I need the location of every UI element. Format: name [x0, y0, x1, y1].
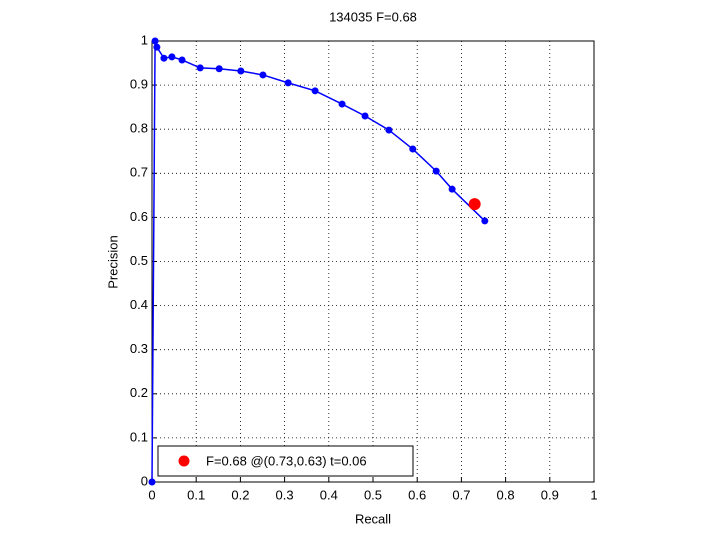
x-tick-label: 0.1 [187, 487, 205, 502]
data-point [385, 126, 393, 134]
data-point [237, 67, 245, 75]
data-point [338, 100, 346, 108]
data-point [448, 185, 456, 193]
y-tick-label: 0.5 [130, 253, 148, 268]
chart-title: 134035 F=0.68 [329, 9, 417, 24]
x-tick-label: 0.6 [408, 487, 426, 502]
data-point [153, 43, 161, 51]
x-tick-label: 0.2 [231, 487, 249, 502]
x-tick-label: 0.4 [320, 487, 338, 502]
y-tick-label: 0.4 [130, 297, 148, 312]
plot-frame [151, 40, 595, 483]
x-tick-label: 0 [148, 487, 155, 502]
y-tick-label: 0.7 [130, 165, 148, 180]
data-point [151, 37, 159, 45]
data-point [196, 64, 204, 72]
data-point [148, 478, 156, 486]
y-tick-label: 0.1 [130, 429, 148, 444]
y-axis-label: Precision [105, 235, 120, 288]
data-point [160, 54, 168, 62]
data-point [409, 145, 417, 153]
data-point [168, 53, 176, 61]
x-axis-label: Recall [355, 511, 391, 526]
data-point [311, 87, 319, 95]
data-point [259, 71, 267, 79]
legend: F=0.68 @(0.73,0.63) t=0.06 [157, 445, 414, 477]
x-tick-label: 0.3 [276, 487, 294, 502]
data-point [361, 112, 369, 120]
x-tick-label: 0.5 [364, 487, 382, 502]
data-point [215, 65, 223, 73]
y-tick-label: 0.3 [130, 341, 148, 356]
x-tick-label: 0.9 [541, 487, 559, 502]
legend-label: F=0.68 @(0.73,0.63) t=0.06 [206, 453, 367, 468]
data-point [468, 198, 481, 211]
x-tick-label: 0.7 [452, 487, 470, 502]
y-tick-label: 0.6 [130, 209, 148, 224]
legend-box [157, 445, 414, 477]
legend-marker [178, 455, 190, 467]
data-point [284, 79, 292, 87]
x-tick-label: 0.8 [497, 487, 515, 502]
y-tick-label: 1 [141, 32, 148, 47]
y-tick-label: 0 [141, 473, 148, 488]
y-tick-label: 0.8 [130, 121, 148, 136]
series-line [151, 40, 486, 483]
y-tick-label: 0.9 [130, 77, 148, 92]
data-point [432, 167, 440, 175]
y-tick-label: 0.2 [130, 385, 148, 400]
x-tick-label: 1 [590, 487, 597, 502]
data-point [481, 217, 489, 225]
data-point [178, 56, 186, 64]
